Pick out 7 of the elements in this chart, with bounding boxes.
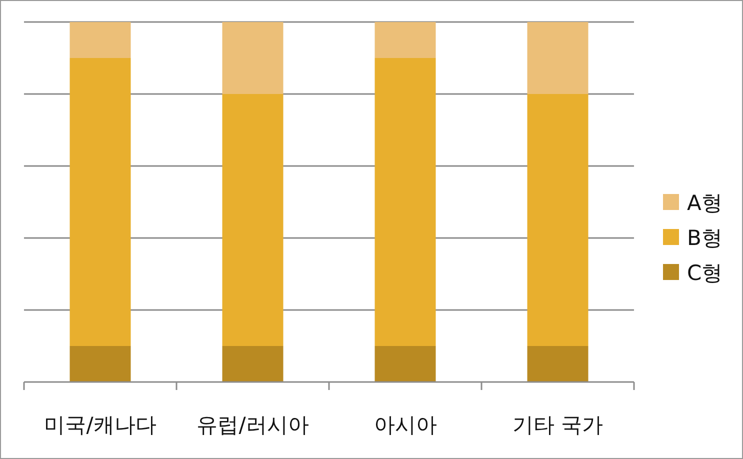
x-tick-label: 기타 국가 xyxy=(512,413,604,437)
x-tick-label: 유럽/러시아 xyxy=(196,413,309,437)
legend-label: B형 xyxy=(687,226,722,250)
legend-label: A형 xyxy=(687,191,722,215)
legend-label: C형 xyxy=(687,261,723,285)
x-tick-label: 미국/캐나다 xyxy=(44,413,156,437)
x-tick-label: 아시아 xyxy=(374,413,437,437)
